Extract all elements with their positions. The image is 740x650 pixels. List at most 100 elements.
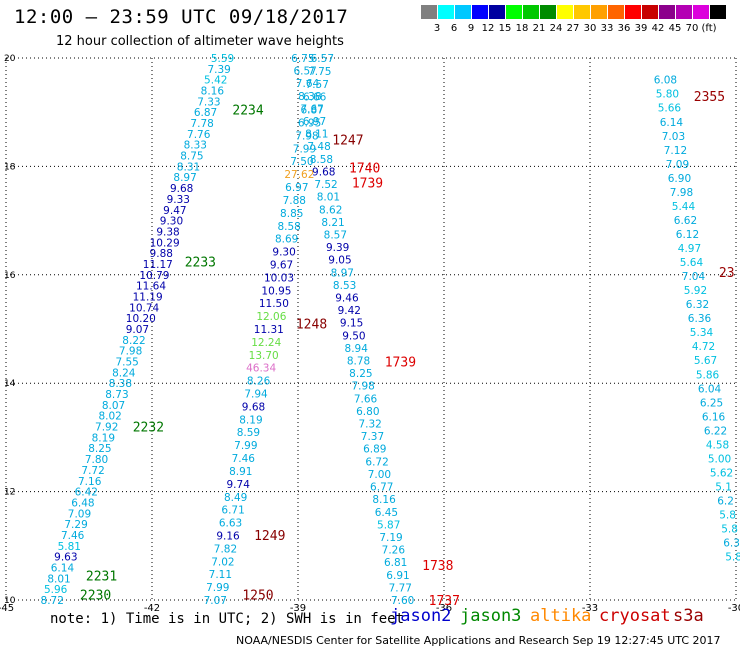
swh-value: 7.64 <box>296 78 320 90</box>
swh-value: 6.95 <box>298 118 321 130</box>
scale-swatch <box>472 5 488 19</box>
swh-value: 8.85 <box>280 208 303 220</box>
scale-swatch <box>455 5 471 19</box>
swh-value: 9.42 <box>338 305 361 317</box>
swh-value: 11.64 <box>136 281 166 293</box>
swh-value: 6.62 <box>674 215 697 227</box>
swh-value: 4.97 <box>678 243 701 255</box>
scale-swatch <box>421 5 437 19</box>
swh-value: 8.25 <box>88 443 111 455</box>
swh-value: 8.02 <box>98 411 121 423</box>
swh-value: 9.38 <box>156 226 179 238</box>
scale-swatch <box>710 5 726 19</box>
swh-value: 7.11 <box>209 569 232 581</box>
time-label: 2234 <box>232 103 263 118</box>
swh-value: 6.75 <box>291 53 314 65</box>
scale-label: 9 <box>467 23 475 34</box>
swh-value: 6.97 <box>285 182 308 194</box>
scale-swatch <box>540 5 556 19</box>
swh-value: 11.31 <box>254 324 284 336</box>
x-tick-label: -36 <box>436 603 452 614</box>
swh-value: 6.36 <box>688 313 712 325</box>
swh-value: 8.49 <box>224 492 247 504</box>
swh-value: 6.63 <box>219 518 242 530</box>
swh-value: 7.77 <box>389 582 412 594</box>
swh-value: 5.92 <box>684 285 707 297</box>
scale-label: 15 <box>498 23 512 34</box>
swh-value: 6.14 <box>51 562 75 574</box>
time-label: 1250 <box>242 589 273 604</box>
swh-value: 9.15 <box>340 318 363 330</box>
swh-value: 7.98 <box>295 130 318 142</box>
swh-value: 8.59 <box>237 427 260 439</box>
swh-value: 5.66 <box>658 103 682 115</box>
swh-value: 9.30 <box>160 216 183 228</box>
swh-value: 7.60 <box>391 595 414 607</box>
time-label: 1739 <box>385 356 416 371</box>
swh-value: 8.19 <box>239 414 262 426</box>
swh-value: 5.8 <box>719 510 736 522</box>
swh-value: 8.01 <box>47 573 70 585</box>
swh-value: 8.75 <box>180 151 203 163</box>
swh-value: 7.99 <box>206 582 229 594</box>
swh-value: 7.48 <box>307 141 330 153</box>
legend-jason3: jason3 <box>460 606 522 626</box>
swh-value: 7.98 <box>351 381 374 393</box>
swh-value: 8.19 <box>92 432 115 444</box>
swh-value: 8.01 <box>317 192 340 204</box>
swh-value: 5.96 <box>44 584 68 596</box>
swh-value: 9.39 <box>326 242 349 254</box>
swh-value: 9.33 <box>167 194 190 206</box>
swh-value: 8.31 <box>177 161 200 173</box>
swh-value: 6.14 <box>660 117 684 129</box>
swh-value: 6.57 <box>311 53 334 65</box>
swh-value: 6.22 <box>704 425 727 437</box>
swh-value: 7.33 <box>197 96 220 108</box>
swh-value: 7.52 <box>314 179 337 191</box>
swh-value: 7.98 <box>119 346 142 358</box>
swh-value: 7.02 <box>211 556 234 568</box>
swh-value: 9.68 <box>170 183 193 195</box>
swh-value: 8.33 <box>184 140 207 152</box>
swh-value: 8.73 <box>105 389 128 401</box>
swh-value: 8.91 <box>229 466 252 478</box>
swh-value: 11.19 <box>133 291 163 303</box>
swh-value: 6.80 <box>356 406 379 418</box>
time-label: 1739 <box>352 177 383 192</box>
swh-value: 8.53 <box>333 280 356 292</box>
swh-value: 8.69 <box>275 234 298 246</box>
swh-value: 5.86 <box>696 369 720 381</box>
swh-value: 11.17 <box>143 259 173 271</box>
scale-swatch <box>608 5 624 19</box>
swh-value: 8.11 <box>305 129 328 141</box>
swh-value: 7.67 <box>300 103 323 115</box>
swh-value: 7.29 <box>64 519 87 531</box>
swh-value: 13.70 <box>249 350 279 362</box>
swh-value: 7.75 <box>308 66 331 78</box>
scale-swatch <box>693 5 709 19</box>
y-tick-label: 12 <box>4 488 15 498</box>
swh-value: 8.22 <box>122 335 145 347</box>
swh-value: 7.39 <box>207 64 230 76</box>
swh-value: 5.00 <box>708 453 731 465</box>
y-tick-label: 18 <box>4 162 16 172</box>
legend-s3a: s3a <box>673 606 704 626</box>
swh-value: 6.87 <box>300 105 323 117</box>
swh-value: 6.72 <box>365 456 388 468</box>
swh-value: 8.97 <box>331 267 354 279</box>
scale-swatch <box>489 5 505 19</box>
scale-label: 45 <box>668 23 682 34</box>
x-tick-label: -45 <box>0 603 14 614</box>
scale-label: 33 <box>600 23 614 34</box>
swh-value: 27.62 <box>284 169 314 181</box>
scale-swatch <box>676 5 692 19</box>
swh-value: 9.88 <box>150 248 173 260</box>
swh-value: 7.26 <box>382 545 406 557</box>
swh-value: 8.58 <box>310 154 333 166</box>
swh-value: 10.79 <box>139 270 169 282</box>
time-label: 23 <box>719 266 735 281</box>
y-tick-label: 20 <box>4 54 16 64</box>
swh-value: 7.46 <box>61 530 85 542</box>
scale-label: 70 <box>685 23 699 34</box>
swh-value: 8.97 <box>173 172 196 184</box>
